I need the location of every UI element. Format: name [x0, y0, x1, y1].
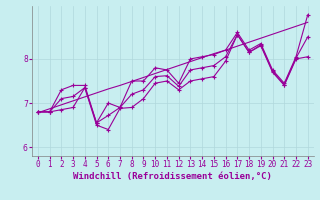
X-axis label: Windchill (Refroidissement éolien,°C): Windchill (Refroidissement éolien,°C) — [73, 172, 272, 181]
